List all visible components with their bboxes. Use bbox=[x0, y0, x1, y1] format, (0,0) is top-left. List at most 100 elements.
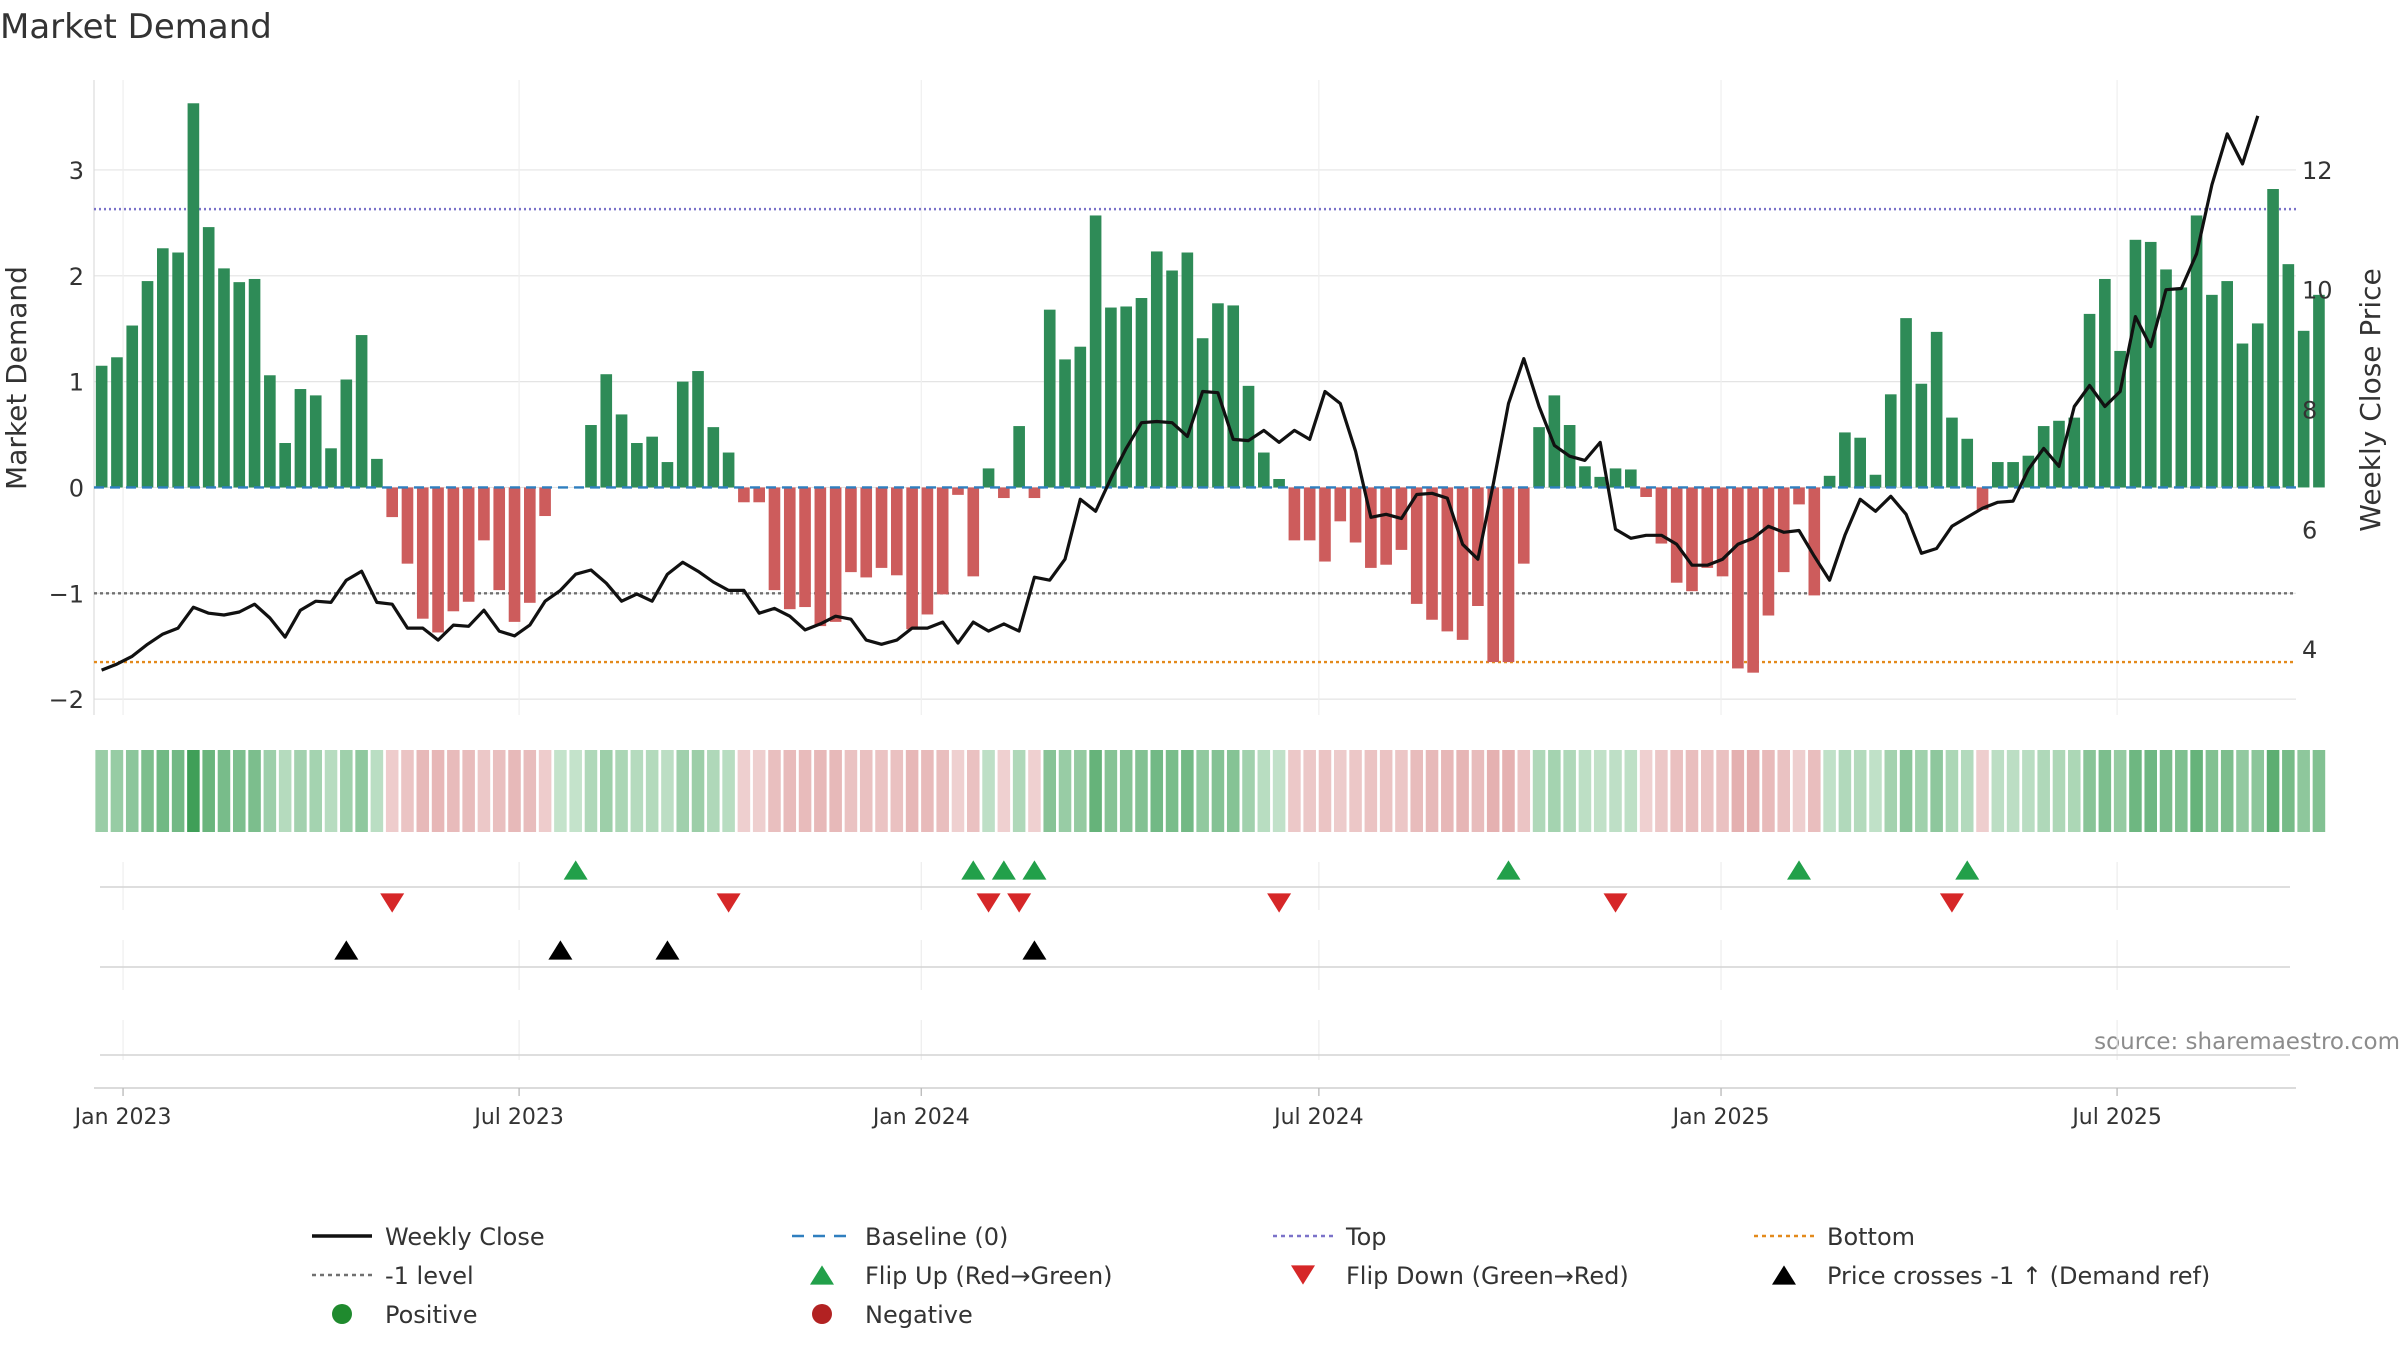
demand-bar bbox=[600, 374, 613, 488]
heat-cell bbox=[1257, 750, 1271, 832]
demand-bar bbox=[1793, 487, 1805, 505]
demand-bar bbox=[2190, 215, 2203, 488]
demand-bar bbox=[1135, 298, 1148, 488]
x-tick-label: Jan 2024 bbox=[871, 1105, 970, 1130]
heat-cell bbox=[1991, 750, 2005, 832]
demand-bar bbox=[998, 487, 1010, 499]
heat-cell bbox=[477, 750, 491, 832]
heat-cell bbox=[187, 750, 200, 832]
demand-bar bbox=[2297, 330, 2310, 488]
heat-cell bbox=[768, 750, 781, 832]
heat-cell bbox=[1196, 750, 1209, 832]
heat-cell bbox=[1043, 750, 1056, 832]
heat-cell bbox=[2052, 750, 2066, 832]
y2-tick-label: 4 bbox=[2302, 636, 2317, 664]
legend-label: Positive bbox=[385, 1301, 478, 1329]
demand-bar bbox=[1609, 468, 1622, 488]
legend-item-price-crosses-1-demand-ref: Price crosses -1 ↑ (Demand ref) bbox=[1772, 1262, 2210, 1290]
demand-bar bbox=[2160, 269, 2172, 488]
heat-cell bbox=[1945, 750, 1959, 832]
flip-down-marker bbox=[1939, 893, 1964, 913]
heat-cell bbox=[1058, 750, 1072, 832]
heat-cell bbox=[1762, 750, 1775, 832]
demand-bar bbox=[1869, 474, 1882, 488]
demand-bar bbox=[233, 282, 246, 488]
demand-bar bbox=[615, 414, 628, 488]
heat-cell bbox=[141, 750, 154, 832]
demand-bar bbox=[264, 375, 276, 488]
heat-cell bbox=[875, 750, 888, 832]
demand-bar bbox=[1166, 270, 1178, 488]
flip-down-marker bbox=[380, 893, 405, 913]
legend-item-bottom: Bottom bbox=[1754, 1223, 1915, 1251]
heat-cell bbox=[370, 750, 384, 832]
heat-cell bbox=[2175, 750, 2188, 832]
heat-cell bbox=[1318, 750, 1332, 832]
legend-symbol bbox=[812, 1304, 832, 1324]
x-tick-label: Jan 2023 bbox=[73, 1105, 172, 1130]
heat-cell bbox=[1089, 750, 1102, 832]
demand-bar bbox=[585, 425, 597, 488]
demand-bar bbox=[829, 487, 842, 622]
demand-bar bbox=[325, 448, 337, 488]
demand-bar bbox=[875, 487, 888, 568]
heat-cell bbox=[1609, 750, 1622, 832]
y-tick-label: 3 bbox=[69, 157, 84, 185]
demand-bar bbox=[661, 462, 674, 488]
demand-bar bbox=[2251, 323, 2264, 488]
heat-cell bbox=[1012, 750, 1026, 832]
demand-bar bbox=[2144, 241, 2157, 488]
heat-cell bbox=[462, 750, 475, 832]
legend-label: Top bbox=[1345, 1223, 1387, 1251]
heat-cell bbox=[492, 750, 506, 832]
heat-cell bbox=[1028, 750, 1041, 832]
heat-cell bbox=[737, 750, 751, 832]
demand-bars bbox=[95, 103, 2325, 673]
heat-cell bbox=[1395, 750, 1408, 832]
demand-bar bbox=[1976, 487, 1989, 510]
heat-cell bbox=[1303, 750, 1316, 832]
flip-down-marker bbox=[976, 893, 1001, 913]
demand-bar bbox=[1930, 331, 1943, 488]
heat-cell bbox=[1563, 750, 1576, 832]
demand-bar bbox=[1258, 452, 1270, 488]
flip-down-marker bbox=[1007, 893, 1032, 913]
demand-bar bbox=[1533, 427, 1545, 488]
heat-cell bbox=[1593, 750, 1607, 832]
heat-cell bbox=[324, 750, 338, 832]
demand-bar bbox=[753, 487, 765, 503]
heat-cell bbox=[110, 750, 124, 832]
heat-cell bbox=[1685, 750, 1699, 832]
price-cross-marker bbox=[548, 940, 573, 960]
legend-item-weekly-close: Weekly Close bbox=[312, 1223, 545, 1251]
demand-bar bbox=[1701, 487, 1714, 568]
demand-bar bbox=[722, 452, 735, 488]
heat-cell bbox=[905, 750, 919, 832]
price-cross-marker bbox=[1022, 940, 1047, 960]
heat-cell bbox=[2297, 750, 2310, 832]
demand-bar bbox=[1181, 252, 1194, 488]
heat-cell bbox=[1334, 750, 1347, 832]
heat-cell bbox=[278, 750, 292, 832]
heat-cell bbox=[1456, 750, 1469, 832]
demand-bar bbox=[1456, 487, 1469, 640]
demand-bar bbox=[845, 487, 857, 573]
demand-bar bbox=[1517, 487, 1530, 564]
demand-bar bbox=[95, 365, 108, 488]
heat-cell bbox=[2144, 750, 2157, 832]
heat-cell bbox=[1441, 750, 1454, 832]
demand-bar bbox=[1349, 487, 1362, 543]
demand-bar bbox=[157, 248, 169, 488]
demand-bar bbox=[2083, 313, 2096, 488]
heat-cell bbox=[1379, 750, 1393, 832]
demand-bar bbox=[1900, 318, 1912, 488]
demand-bar bbox=[1777, 487, 1790, 573]
heat-cell bbox=[355, 750, 368, 832]
heat-cell bbox=[248, 750, 261, 832]
demand-bar bbox=[921, 487, 934, 615]
demand-bar bbox=[1319, 487, 1331, 562]
heat-cell bbox=[95, 750, 108, 832]
chart-title: Market Demand bbox=[0, 7, 272, 47]
demand-bar bbox=[1823, 475, 1836, 488]
